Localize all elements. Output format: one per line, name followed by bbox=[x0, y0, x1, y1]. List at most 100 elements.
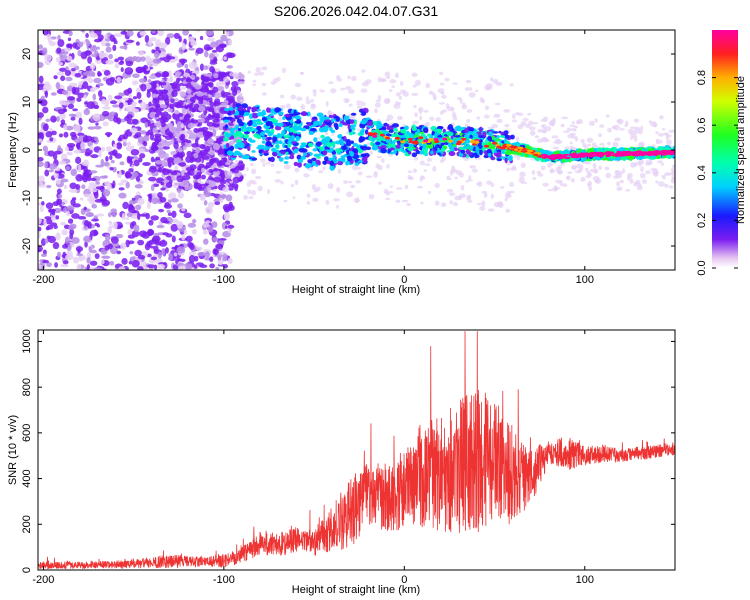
heatmap-cell bbox=[40, 99, 48, 107]
heatmap-cell bbox=[171, 210, 177, 218]
heatmap-cell bbox=[655, 131, 659, 135]
heatmap-cell bbox=[659, 115, 664, 120]
heatmap-cell bbox=[636, 184, 643, 191]
heatmap-cell bbox=[38, 142, 42, 146]
heatmap-cell bbox=[418, 109, 423, 115]
heatmap-cell bbox=[552, 146, 559, 150]
heatmap-cell bbox=[163, 220, 170, 224]
heatmap-cell bbox=[44, 90, 49, 98]
heatmap-cell bbox=[205, 46, 214, 50]
heatmap-cell bbox=[662, 132, 669, 136]
heatmap-cell bbox=[209, 89, 214, 95]
heatmap-cell bbox=[352, 154, 360, 159]
heatmap-cell bbox=[377, 181, 383, 185]
heatmap-cell bbox=[226, 65, 234, 69]
heatmap-cell bbox=[60, 221, 66, 226]
heatmap-cell bbox=[338, 133, 343, 139]
heatmap-cell bbox=[419, 115, 423, 121]
heatmap-cell bbox=[260, 131, 265, 137]
heatmap-cell bbox=[78, 256, 83, 262]
heatmap-cell bbox=[83, 166, 88, 174]
heatmap-cell bbox=[536, 138, 544, 143]
heatmap-cell bbox=[564, 156, 571, 159]
heatmap-cell bbox=[278, 115, 283, 122]
heatmap-cell bbox=[257, 71, 265, 76]
heatmap-cell bbox=[357, 171, 363, 176]
heatmap-cell bbox=[334, 124, 339, 130]
heatmap-cell bbox=[482, 131, 487, 137]
heatmap-cell bbox=[403, 143, 410, 148]
heatmap-cell bbox=[422, 127, 429, 133]
heatmap-cell bbox=[584, 167, 589, 172]
heatmap-cell bbox=[311, 161, 317, 167]
heatmap-cell bbox=[144, 148, 150, 153]
heatmap-cell bbox=[125, 181, 130, 189]
heatmap-cell bbox=[343, 98, 350, 103]
heatmap-cell bbox=[185, 139, 192, 144]
heatmap-cell bbox=[178, 146, 183, 153]
heatmap-cell bbox=[75, 183, 81, 190]
heatmap-cell bbox=[496, 118, 503, 124]
heatmap-cell bbox=[484, 84, 491, 91]
heatmap-cell bbox=[420, 201, 424, 205]
heatmap-cell bbox=[606, 141, 611, 146]
heatmap-cell bbox=[415, 149, 420, 155]
heatmap-cell bbox=[594, 145, 599, 149]
heatmap-cell bbox=[42, 259, 50, 264]
heatmap-cell bbox=[85, 32, 89, 39]
heatmap-cell bbox=[297, 158, 304, 163]
heatmap-cell bbox=[168, 131, 173, 138]
heatmap-cell bbox=[469, 87, 473, 92]
heatmap-cell bbox=[285, 103, 291, 109]
heatmap-cell bbox=[349, 150, 354, 156]
heatmap-cell bbox=[270, 81, 276, 85]
heatmap-cell bbox=[68, 62, 77, 68]
heatmap-cell bbox=[38, 264, 42, 270]
heatmap-cell bbox=[506, 167, 511, 172]
heatmap-cell bbox=[154, 160, 164, 165]
heatmap-cell bbox=[594, 168, 598, 174]
heatmap-cell bbox=[77, 215, 87, 220]
heatmap-cell bbox=[361, 111, 366, 116]
heatmap-cell bbox=[137, 197, 145, 206]
heatmap-cell bbox=[203, 238, 209, 245]
heatmap-cell bbox=[613, 124, 620, 131]
heatmap-cell bbox=[72, 124, 81, 132]
heatmap-cell bbox=[220, 34, 228, 42]
heatmap-cell bbox=[305, 96, 310, 101]
heatmap-cell bbox=[633, 135, 638, 142]
heatmap-cell bbox=[439, 82, 445, 86]
heatmap-cell bbox=[155, 149, 165, 154]
heatmap-cell bbox=[207, 184, 212, 192]
heatmap-cell bbox=[323, 160, 327, 165]
heatmap-cell bbox=[594, 118, 598, 123]
heatmap-cell bbox=[322, 150, 328, 156]
heatmap-cell bbox=[237, 81, 245, 85]
heatmap-cell bbox=[109, 155, 113, 161]
heatmap-cell bbox=[75, 111, 83, 119]
heatmap-cell bbox=[176, 246, 186, 254]
heatmap-cell bbox=[57, 194, 63, 199]
heatmap-cell bbox=[640, 166, 644, 173]
heatmap-cell bbox=[465, 149, 471, 154]
heatmap-cell bbox=[393, 148, 397, 155]
heatmap-cell bbox=[66, 55, 73, 62]
heatmap-cell bbox=[67, 96, 76, 101]
heatmap-cell bbox=[121, 257, 128, 265]
heatmap-cell bbox=[327, 183, 334, 190]
heatmap-cell bbox=[382, 129, 387, 133]
heatmap-cell bbox=[173, 130, 181, 138]
heatmap-cell bbox=[511, 119, 518, 123]
heatmap-cell bbox=[217, 85, 225, 92]
heatmap-cell bbox=[38, 181, 44, 188]
heatmap-cell bbox=[516, 112, 524, 116]
heatmap-cell bbox=[251, 150, 256, 153]
heatmap-cell bbox=[228, 165, 234, 169]
heatmap-cell bbox=[343, 180, 348, 184]
heatmap-cell bbox=[305, 99, 311, 105]
heatmap-cell bbox=[155, 46, 160, 50]
heatmap-cell bbox=[408, 140, 414, 144]
heatmap-cell bbox=[333, 198, 340, 202]
heatmap-cell bbox=[641, 179, 648, 184]
heatmap-cell bbox=[477, 202, 483, 206]
